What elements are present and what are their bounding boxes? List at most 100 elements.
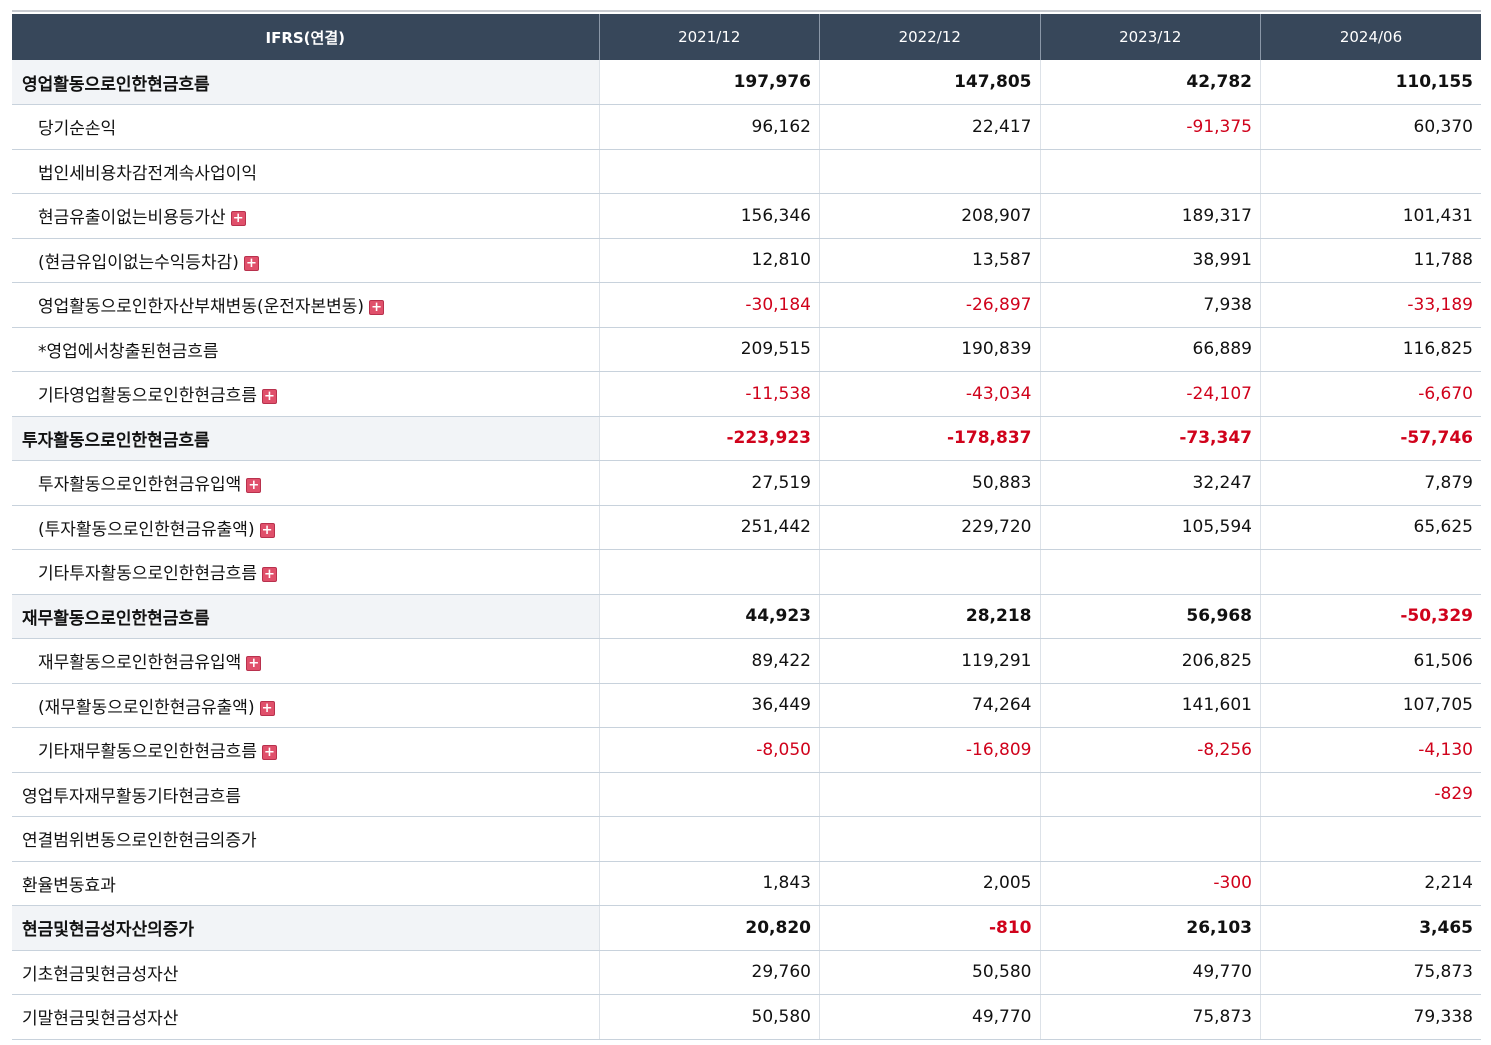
plus-icon[interactable]: +: [246, 656, 262, 672]
row-label: (재무활동으로인한현금유출액): [38, 697, 255, 718]
header-period: 2023/12: [1039, 14, 1261, 60]
value-cell: 208,907: [819, 193, 1040, 239]
row-label-cell: *영업에서창출된현금흐름: [12, 327, 599, 372]
plus-icon[interactable]: +: [259, 522, 275, 538]
row-label: 환율변동효과: [22, 875, 116, 896]
row-label-cell: 재무활동으로인한현금유입액 +: [12, 638, 599, 684]
value-cell: 11,788: [1260, 238, 1481, 283]
header-period: 2022/12: [819, 14, 1040, 60]
plus-icon[interactable]: +: [230, 211, 246, 227]
value-cell: -4,130: [1260, 727, 1481, 773]
value-cell: -223,923: [598, 416, 820, 461]
plus-icon[interactable]: +: [261, 745, 277, 761]
value-cell: 44,923: [598, 594, 820, 639]
value-cell: 32,247: [1039, 460, 1261, 506]
row-label: 영업활동으로인한현금흐름: [22, 74, 210, 95]
row-label: 연결범위변동으로인한현금의증가: [22, 831, 257, 852]
value-cell: -43,034: [819, 371, 1040, 417]
plus-icon[interactable]: +: [369, 300, 385, 316]
value-cell: [1039, 772, 1261, 817]
row-label-cell: 재무활동으로인한현금흐름: [12, 594, 599, 639]
value-cell: 49,770: [819, 994, 1040, 1040]
value-cell: 107,705: [1260, 683, 1481, 728]
value-cell: 27,519: [598, 460, 820, 506]
value-cell: 49,770: [1039, 950, 1261, 995]
table-row: 영업투자재무활동기타현금흐름 -829: [12, 772, 1481, 817]
plus-icon[interactable]: +: [261, 389, 277, 405]
row-label-cell: 당기순손익: [12, 104, 599, 150]
value-cell: 2,214: [1260, 861, 1481, 906]
value-cell: 110,155: [1260, 60, 1481, 105]
value-cell: 12,810: [598, 238, 820, 283]
plus-icon[interactable]: +: [246, 478, 262, 494]
row-label-cell: (현금유입이없는수익등차감) +: [12, 238, 599, 283]
row-label-cell: 영업투자재무활동기타현금흐름: [12, 772, 599, 817]
value-cell: [819, 149, 1040, 194]
value-cell: -33,189: [1260, 282, 1481, 328]
value-cell: 206,825: [1039, 638, 1261, 684]
table-row: 재무활동으로인한현금유입액 +89,422 119,291 206,825 61,506: [12, 638, 1481, 684]
value-cell: -30,184: [598, 282, 820, 328]
table-row: 환율변동효과 1,843 2,005 -300 2,214: [12, 861, 1481, 906]
row-label: 재무활동으로인한현금흐름: [22, 608, 210, 629]
table-row: 영업활동으로인한현금흐름 197,976 147,805 42,782 110,155: [12, 60, 1481, 105]
value-cell: [1039, 816, 1261, 862]
value-cell: [1039, 149, 1261, 194]
table-row: 영업활동으로인한자산부채변동(운전자본변동) + -30,184 -26,897 7,9…: [12, 282, 1481, 328]
value-cell: 66,889: [1039, 327, 1261, 372]
value-cell: 61,506: [1260, 638, 1481, 684]
row-label-cell: 기말현금및현금성자산: [12, 994, 599, 1040]
row-label: 재무활동으로인한현금유입액: [38, 653, 242, 674]
value-cell: [1260, 549, 1481, 595]
table-row: 기타영업활동으로인한현금흐름 + -11,538 -43,034 -24,107 -6,6…: [12, 371, 1481, 417]
row-label: 투자활동으로인한현금유입액: [38, 475, 242, 496]
value-cell: 75,873: [1260, 950, 1481, 995]
row-label-cell: 현금유출이없는비용등가산 +: [12, 193, 599, 239]
table-row: 투자활동으로인한현금흐름 -223,923 -178,837 -73,347 -57,7…: [12, 416, 1481, 461]
header-label: IFRS(연결): [12, 14, 599, 60]
table-row: 기타투자활동으로인한현금흐름 +: [12, 549, 1481, 595]
plus-icon[interactable]: +: [243, 255, 259, 271]
row-label-cell: 영업활동으로인한자산부채변동(운전자본변동) +: [12, 282, 599, 328]
value-cell: 13,587: [819, 238, 1040, 283]
row-label: 당기순손익: [38, 119, 117, 140]
row-label-cell: 현금및현금성자산의증가: [12, 905, 599, 951]
row-label-cell: 연결범위변동으로인한현금의증가: [12, 816, 599, 862]
value-cell: -8,050: [598, 727, 820, 773]
row-label-cell: 법인세비용차감전계속사업이익: [12, 149, 599, 194]
plus-icon[interactable]: +: [261, 567, 277, 583]
value-cell: 105,594: [1039, 505, 1261, 550]
row-label-cell: 투자활동으로인한현금유입액 +: [12, 460, 599, 506]
value-cell: 26,103: [1039, 905, 1261, 951]
value-cell: -810: [819, 905, 1040, 951]
value-cell: 1,843: [598, 861, 820, 906]
value-cell: [598, 772, 820, 817]
table-row: 법인세비용차감전계속사업이익: [12, 149, 1481, 194]
value-cell: 36,449: [598, 683, 820, 728]
row-label: 현금및현금성자산의증가: [22, 920, 195, 941]
value-cell: 7,938: [1039, 282, 1261, 328]
row-label-cell: (재무활동으로인한현금유출액) +: [12, 683, 599, 728]
row-label: *영업에서창출된현금흐름: [38, 341, 219, 362]
value-cell: 156,346: [598, 193, 820, 239]
row-label-cell: 기초현금및현금성자산: [12, 950, 599, 995]
value-cell: 74,264: [819, 683, 1040, 728]
value-cell: 38,991: [1039, 238, 1261, 283]
table-row: 기초현금및현금성자산 29,760 50,580 49,770 75,873: [12, 950, 1481, 995]
value-cell: 101,431: [1260, 193, 1481, 239]
value-cell: [819, 772, 1040, 817]
value-cell: -8,256: [1039, 727, 1261, 773]
financial-table: IFRS(연결) 2021/12 2022/12 2023/12 2024/06…: [12, 14, 1481, 1040]
row-label: (투자활동으로인한현금유출액): [38, 519, 255, 540]
table-row: (현금유입이없는수익등차감) +12,810 13,587 38,991 11,788: [12, 238, 1481, 283]
value-cell: 79,338: [1260, 994, 1481, 1040]
table-row: 재무활동으로인한현금흐름 44,923 28,218 56,968 -50,329: [12, 594, 1481, 639]
value-cell: 197,976: [598, 60, 820, 105]
row-label: 기초현금및현금성자산: [22, 964, 179, 985]
value-cell: -11,538: [598, 371, 820, 417]
value-cell: 189,317: [1039, 193, 1261, 239]
value-cell: -50,329: [1260, 594, 1481, 639]
plus-icon[interactable]: +: [259, 700, 275, 716]
value-cell: 141,601: [1039, 683, 1261, 728]
row-label: 기말현금및현금성자산: [22, 1009, 179, 1030]
